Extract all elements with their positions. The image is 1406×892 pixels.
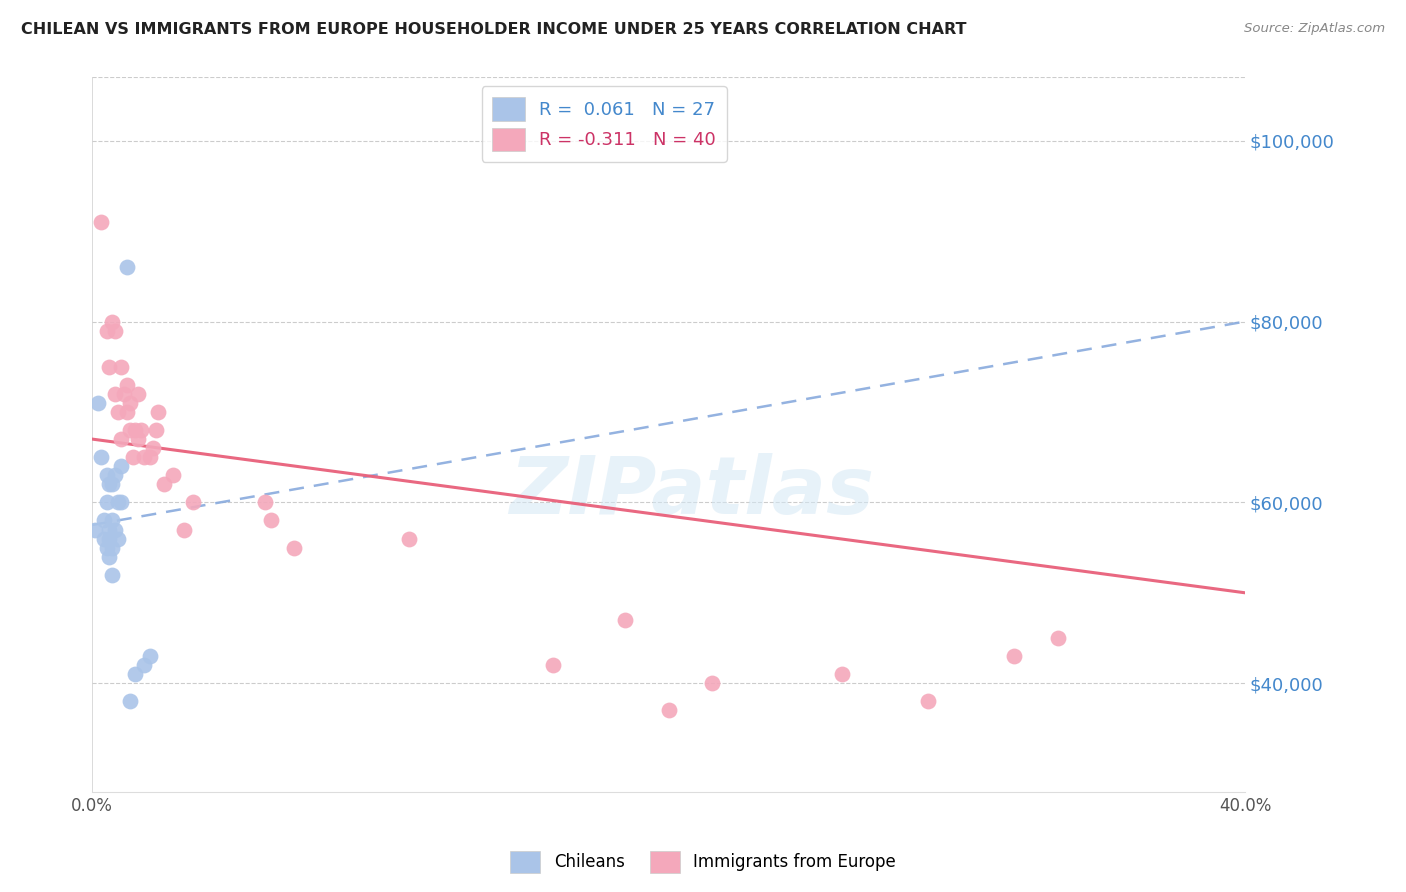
Point [115, 405, 138, 419]
Point [148, 405, 170, 419]
Point [118, 694, 141, 708]
Point [98, 477, 121, 491]
Point [700, 676, 723, 690]
Point [90, 450, 112, 465]
Point [121, 450, 143, 465]
Point [93, 532, 115, 546]
Point [96, 324, 118, 338]
Point [139, 649, 162, 664]
Point [127, 387, 149, 401]
Text: Source: ZipAtlas.com: Source: ZipAtlas.com [1244, 22, 1385, 36]
Point [831, 667, 853, 681]
Text: ZIPatlas: ZIPatlas [509, 453, 875, 531]
Point [101, 513, 124, 527]
Point [104, 387, 127, 401]
Legend: R =  0.061   N = 27, R = -0.311   N = 40: R = 0.061 N = 27, R = -0.311 N = 40 [482, 87, 727, 161]
Point [283, 541, 305, 555]
Point [110, 359, 132, 374]
Point [96, 495, 118, 509]
Point [112, 387, 135, 401]
Point [104, 324, 127, 338]
Point [142, 441, 165, 455]
Point [110, 495, 132, 509]
Point [98, 523, 121, 537]
Point [132, 450, 155, 465]
Point [543, 658, 565, 673]
Point [110, 432, 132, 446]
Legend: Chileans, Immigrants from Europe: Chileans, Immigrants from Europe [503, 845, 903, 880]
Point [173, 523, 195, 537]
Point [162, 468, 184, 483]
Point [104, 468, 127, 483]
Point [145, 423, 167, 437]
Point [139, 450, 162, 465]
Point [93, 513, 115, 527]
Point [129, 423, 152, 437]
Point [260, 513, 283, 527]
Point [115, 260, 138, 275]
Point [90, 215, 112, 229]
Point [107, 405, 129, 419]
Point [658, 703, 681, 717]
Point [101, 477, 124, 491]
Point [1046, 631, 1069, 645]
Point [101, 541, 124, 555]
Point [118, 423, 141, 437]
Point [917, 694, 939, 708]
Point [98, 549, 121, 564]
Point [127, 432, 149, 446]
Point [614, 613, 637, 627]
Point [118, 396, 141, 410]
Point [87, 396, 110, 410]
Point [398, 532, 420, 546]
Point [153, 477, 176, 491]
Text: CHILEAN VS IMMIGRANTS FROM EUROPE HOUSEHOLDER INCOME UNDER 25 YEARS CORRELATION : CHILEAN VS IMMIGRANTS FROM EUROPE HOUSEH… [21, 22, 966, 37]
Point [101, 314, 124, 328]
Point [254, 495, 277, 509]
Point [84, 523, 107, 537]
Point [124, 423, 146, 437]
Point [98, 532, 121, 546]
Point [96, 468, 118, 483]
Point [98, 359, 121, 374]
Point [115, 377, 138, 392]
Point [1004, 649, 1026, 664]
Point [96, 541, 118, 555]
Point [181, 495, 204, 509]
Point [107, 532, 129, 546]
Point [132, 658, 155, 673]
Point [110, 459, 132, 474]
Point [101, 567, 124, 582]
Point [107, 495, 129, 509]
Point [104, 523, 127, 537]
Point [124, 667, 146, 681]
